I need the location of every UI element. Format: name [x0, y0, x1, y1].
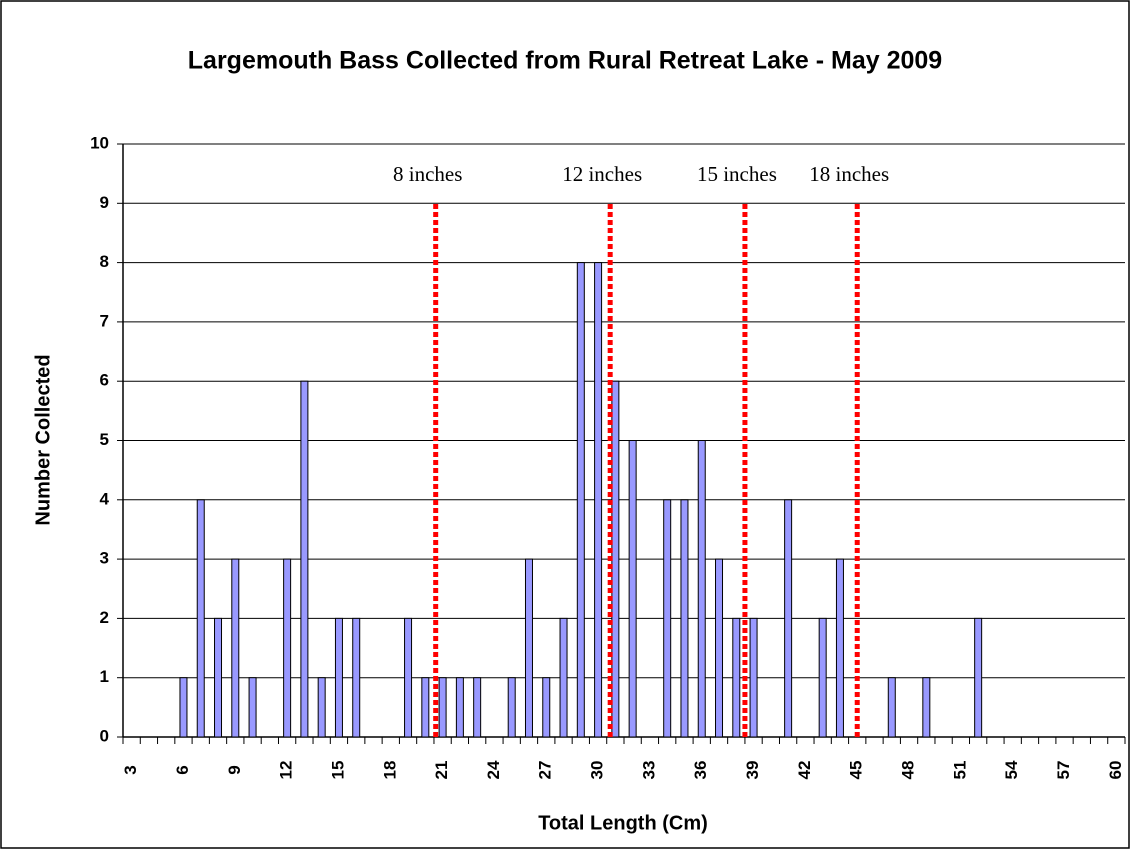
bar: [352, 617, 361, 738]
x-tick-label: 30: [588, 761, 607, 780]
bar: [611, 380, 620, 738]
bar: [628, 440, 637, 738]
x-tick-label: 36: [691, 761, 710, 780]
bar: [835, 558, 844, 738]
x-tick-label: 48: [899, 761, 918, 780]
y-tick-label: 6: [100, 371, 109, 390]
bar: [887, 677, 896, 738]
y-tick-label: 5: [100, 430, 109, 449]
x-axis-label: Total Length (Cm): [538, 812, 708, 834]
bar: [749, 617, 758, 738]
x-tick-label: 18: [380, 761, 399, 780]
bar: [404, 617, 413, 738]
y-tick-label: 1: [100, 667, 109, 686]
x-tick-label: 39: [743, 761, 762, 780]
annotation-label: 18 inches: [809, 162, 889, 186]
x-tick-label: 27: [536, 761, 555, 780]
annotation-label: 15 inches: [697, 162, 777, 186]
bar: [196, 499, 205, 738]
x-tick-label: 60: [1106, 761, 1125, 780]
y-tick-label: 7: [100, 311, 109, 330]
x-tick-label: 45: [847, 761, 866, 780]
bar: [283, 558, 292, 738]
x-tick-label: 54: [1002, 760, 1021, 779]
bar: [732, 617, 741, 738]
x-tick-label: 12: [277, 761, 296, 780]
bar: [248, 677, 257, 738]
bar: [974, 617, 983, 738]
chart-title: Largemouth Bass Collected from Rural Ret…: [188, 47, 942, 75]
y-tick-label: 8: [100, 252, 109, 271]
y-tick-label: 3: [100, 549, 109, 568]
y-tick-label: 4: [100, 489, 110, 508]
bar: [473, 677, 482, 738]
bar: [663, 499, 672, 738]
y-tick-label: 10: [90, 133, 109, 152]
bar: [715, 558, 724, 738]
bar: [317, 677, 326, 738]
bar: [334, 617, 343, 738]
bar: [421, 677, 430, 738]
x-tick-label: 6: [173, 765, 192, 774]
bar: [214, 617, 223, 738]
bar: [455, 677, 464, 738]
bar: [524, 558, 533, 738]
x-tick-label: 3: [121, 765, 140, 774]
x-tick-label: 15: [328, 761, 347, 780]
y-tick-label: 0: [100, 726, 109, 745]
bar: [594, 262, 603, 738]
bar: [438, 677, 447, 738]
x-tick-label: 24: [484, 760, 503, 779]
bar: [818, 617, 827, 738]
bar: [542, 677, 551, 738]
annotation-label: 12 inches: [562, 162, 642, 186]
bar: [576, 262, 585, 738]
x-tick-label: 33: [639, 761, 658, 780]
x-tick-label: 57: [1054, 761, 1073, 780]
annotation-label: 8 inches: [393, 162, 462, 186]
bar: [697, 440, 706, 738]
x-tick-label: 51: [950, 761, 969, 780]
y-tick-label: 9: [100, 193, 109, 212]
bar: [300, 380, 309, 738]
bar: [507, 677, 516, 738]
x-tick-label: 21: [432, 761, 451, 780]
bar: [784, 499, 793, 738]
bar: [922, 677, 931, 738]
y-tick-label: 2: [100, 608, 109, 627]
bar: [231, 558, 240, 738]
bar: [680, 499, 689, 738]
bar: [559, 617, 568, 738]
x-tick-label: 42: [795, 761, 814, 780]
x-tick-label: 9: [225, 765, 244, 774]
y-axis-label: Number Collected: [32, 354, 54, 525]
bar: [179, 677, 188, 738]
